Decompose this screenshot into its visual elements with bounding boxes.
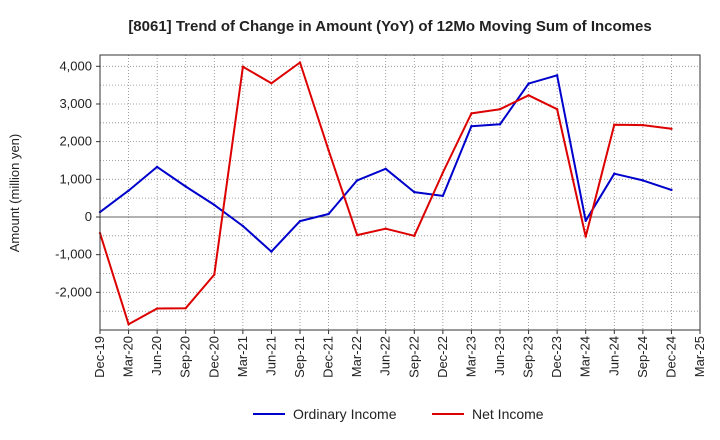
ordinary-income-point <box>184 185 187 188</box>
x-tick-label: Sep-20 <box>178 336 193 378</box>
net-income-legend-label: Net Income <box>472 406 544 422</box>
x-axis: Dec-19 Mar-20 Jun-20 Sep-20 Dec-20 Mar-21 Jun-… <box>92 330 707 378</box>
ordinary-income-point <box>584 219 587 222</box>
net-income-point <box>298 61 302 64</box>
net-income-point <box>355 233 359 237</box>
net-income-point <box>584 235 587 238</box>
y-tick-label: 2,000 <box>59 134 92 149</box>
x-tick-label: Dec-22 <box>435 336 450 378</box>
x-tick-label: Jun-23 <box>492 336 507 376</box>
x-tick-label: Mar-22 <box>349 336 364 377</box>
net-income-point <box>498 108 502 111</box>
series-group <box>98 61 673 326</box>
net-income-point <box>241 65 245 68</box>
x-tick-label: Mar-24 <box>578 336 593 377</box>
x-tick-label: Dec-21 <box>321 336 336 378</box>
x-tick-label: Mar-21 <box>235 336 250 377</box>
net-income-point <box>555 108 559 111</box>
net-income-point <box>441 171 445 174</box>
net-income-point <box>213 273 216 276</box>
y-tick-label: -1,000 <box>55 247 92 262</box>
y-axis-label: Amount (million yen) <box>7 134 22 253</box>
y-tick-label: 3,000 <box>59 96 92 111</box>
x-tick-label: Mar-23 <box>463 336 478 377</box>
plot-frame <box>99 54 701 331</box>
x-tick-label: Jun-22 <box>378 336 393 376</box>
x-tick-label: Dec-24 <box>663 336 678 378</box>
ordinary-income-point <box>127 189 130 192</box>
grid <box>100 55 700 330</box>
ordinary-income-point <box>213 203 216 207</box>
net-income-point <box>613 123 616 126</box>
ordinary-income-point <box>555 74 559 77</box>
x-tick-label: Jun-20 <box>149 336 164 376</box>
net-income-point <box>470 112 473 115</box>
ordinary-income-point <box>670 188 673 192</box>
x-tick-label: Sep-23 <box>521 336 536 378</box>
chart-title: [8061] Trend of Change in Amount (YoY) o… <box>128 18 651 35</box>
ordinary-income-point <box>413 190 416 194</box>
y-tick-label: 1,000 <box>59 171 92 186</box>
ordinary-income-point <box>613 172 616 175</box>
ordinary-income-point <box>155 165 159 169</box>
ordinary-income-point <box>641 179 645 182</box>
net-income-point <box>327 149 330 152</box>
y-tick-label: 0 <box>85 209 92 224</box>
ordinary-income-point <box>327 212 330 216</box>
ordinary-income-point <box>355 179 359 182</box>
net-income-point <box>384 227 387 230</box>
x-tick-label: Dec-23 <box>549 336 564 378</box>
ordinary-income-point <box>470 124 473 128</box>
ordinary-income-point <box>441 194 445 198</box>
net-income-point <box>527 94 530 97</box>
net-income-point <box>127 323 130 326</box>
y-axis: 4,000 3,000 2,000 1,000 0 -1,000 -2,000 <box>55 58 100 299</box>
x-tick-label: Sep-22 <box>406 336 421 378</box>
x-tick-label: Dec-20 <box>206 336 221 378</box>
x-tick-label: Sep-24 <box>635 336 650 378</box>
legend: Ordinary Income Net Income <box>253 406 544 422</box>
y-tick-label: -2,000 <box>55 284 92 299</box>
net-income-point <box>413 234 416 238</box>
ordinary-income-point <box>384 167 387 170</box>
x-tick-label: Dec-19 <box>92 336 107 378</box>
y-tick-label: 4,000 <box>59 58 92 73</box>
ordinary-income-point <box>527 82 530 85</box>
x-tick-label: Mar-20 <box>121 336 136 377</box>
net-income-point <box>670 127 673 131</box>
ordinary-income-point <box>241 224 245 228</box>
x-tick-label: Sep-21 <box>292 336 307 378</box>
net-income-point <box>155 307 159 310</box>
ordinary-income-point <box>298 219 302 223</box>
net-income-point <box>641 123 645 127</box>
ordinary-income-point <box>498 123 502 126</box>
net-income-point <box>184 306 187 310</box>
x-tick-label: Mar-25 <box>692 336 707 377</box>
ordinary-income-point <box>270 250 273 253</box>
x-tick-label: Jun-21 <box>263 336 278 376</box>
x-tick-label: Jun-24 <box>606 336 621 376</box>
net-income-point <box>270 82 273 85</box>
ordinary-income-legend-label: Ordinary Income <box>293 406 397 422</box>
